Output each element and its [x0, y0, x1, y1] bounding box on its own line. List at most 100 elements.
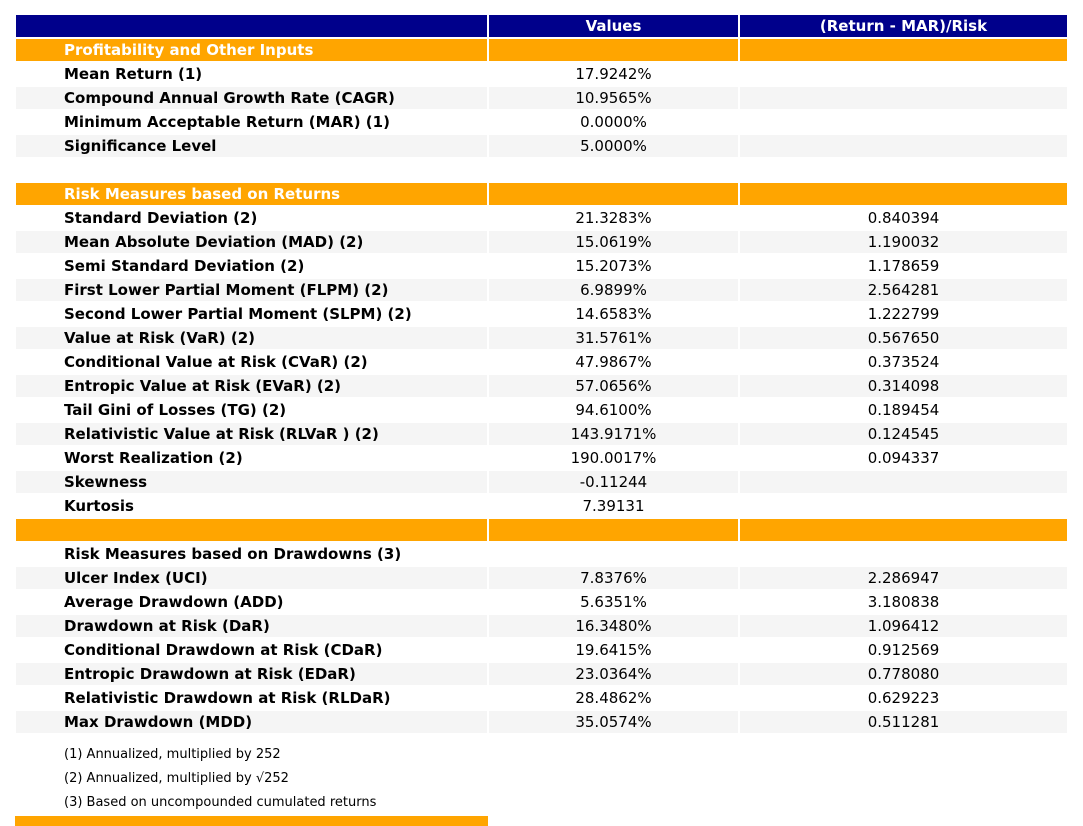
ratio-cell: 0.124545	[739, 422, 1068, 446]
metric-label-cell: Entropic Drawdown at Risk (EDaR)	[15, 662, 488, 686]
value-cell	[488, 158, 739, 182]
value-cell: 7.39131	[488, 494, 739, 518]
table-row: Compound Annual Growth Rate (CAGR) 10.956…	[15, 86, 1068, 110]
ratio-cell	[739, 542, 1068, 566]
value-cell: 10.9565%	[488, 86, 739, 110]
value-cell: 21.3283%	[488, 206, 739, 230]
value-cell: 190.0017%	[488, 446, 739, 470]
table-row: Relativistic Drawdown at Risk (RLDaR) 28.…	[15, 686, 1068, 710]
value-cell	[488, 38, 739, 62]
value-cell: 14.6583%	[488, 302, 739, 326]
table-row: Entropic Drawdown at Risk (EDaR) 23.0364%…	[15, 662, 1068, 686]
ratio-cell	[739, 158, 1068, 182]
table-row: Drawdown at Risk (DaR) 16.3480% 1.096412	[15, 614, 1068, 638]
table-row: Tail Gini of Losses (TG) (2) 94.6100% 0.18…	[15, 398, 1068, 422]
metric-label-cell: Skewness	[15, 470, 488, 494]
blank-spacer-row	[15, 158, 1068, 182]
value-cell: 5.6351%	[488, 590, 739, 614]
value-cell: 17.9242%	[488, 62, 739, 86]
header-cell-values: Values	[488, 14, 739, 38]
header-cell-return-mar-risk: (Return - MAR)/Risk	[739, 14, 1068, 38]
metric-label-cell: Relativistic Value at Risk (RLVaR ) (2)	[15, 422, 488, 446]
ratio-cell	[739, 110, 1068, 134]
metric-label-cell: First Lower Partial Moment (FLPM) (2)	[15, 278, 488, 302]
ratio-cell	[739, 182, 1068, 206]
ratio-cell: 0.912569	[739, 638, 1068, 662]
footnote-1: (1) Annualized, multiplied by 252	[64, 746, 281, 762]
value-cell: 23.0364%	[488, 662, 739, 686]
ratio-cell	[739, 134, 1068, 158]
ratio-cell: 0.840394	[739, 206, 1068, 230]
ratio-cell	[739, 38, 1068, 62]
metric-label-cell: Worst Realization (2)	[15, 446, 488, 470]
value-cell: 19.6415%	[488, 638, 739, 662]
value-cell	[488, 518, 739, 542]
ratio-cell: 0.567650	[739, 326, 1068, 350]
value-cell: 143.9171%	[488, 422, 739, 446]
metric-label-cell: Average Drawdown (ADD)	[15, 590, 488, 614]
table-row: Max Drawdown (MDD) 35.0574% 0.511281	[15, 710, 1068, 734]
table-row: Minimum Acceptable Return (MAR) (1) 0.000…	[15, 110, 1068, 134]
ratio-cell	[739, 494, 1068, 518]
table-row: Relativistic Value at Risk (RLVaR ) (2) 1…	[15, 422, 1068, 446]
metric-label-cell: Ulcer Index (UCI)	[15, 566, 488, 590]
ratio-cell: 0.778080	[739, 662, 1068, 686]
table-row: Significance Level 5.0000%	[15, 134, 1068, 158]
ratio-cell: 1.096412	[739, 614, 1068, 638]
metric-label-cell: Kurtosis	[15, 494, 488, 518]
metric-label-cell: Minimum Acceptable Return (MAR) (1)	[15, 110, 488, 134]
metric-label-cell: Conditional Drawdown at Risk (CDaR)	[15, 638, 488, 662]
table-row: Entropic Value at Risk (EVaR) (2) 57.0656…	[15, 374, 1068, 398]
table-row: Worst Realization (2) 190.0017% 0.094337	[15, 446, 1068, 470]
ratio-cell: 0.629223	[739, 686, 1068, 710]
metric-label-cell: Value at Risk (VaR) (2)	[15, 326, 488, 350]
section-title-row: Risk Measures based on Drawdowns (3)	[15, 542, 1068, 566]
header-cell-metric	[15, 14, 488, 38]
metric-label-cell: Mean Return (1)	[15, 62, 488, 86]
table-row: Skewness -0.11244	[15, 470, 1068, 494]
metric-label-cell: Significance Level	[15, 134, 488, 158]
value-cell: 0.0000%	[488, 110, 739, 134]
value-cell: 47.9867%	[488, 350, 739, 374]
ratio-cell	[739, 518, 1068, 542]
metric-label-cell: Compound Annual Growth Rate (CAGR)	[15, 86, 488, 110]
table-row: Average Drawdown (ADD) 5.6351% 3.180838	[15, 590, 1068, 614]
table-row: First Lower Partial Moment (FLPM) (2) 6.9…	[15, 278, 1068, 302]
value-cell: -0.11244	[488, 470, 739, 494]
table-row: Second Lower Partial Moment (SLPM) (2) 14…	[15, 302, 1068, 326]
ratio-cell: 3.180838	[739, 590, 1068, 614]
value-cell: 94.6100%	[488, 398, 739, 422]
metric-label-cell: Second Lower Partial Moment (SLPM) (2)	[15, 302, 488, 326]
ratio-cell: 1.178659	[739, 254, 1068, 278]
metric-label-cell	[15, 158, 488, 182]
table-row: Standard Deviation (2) 21.3283% 0.840394	[15, 206, 1068, 230]
table-row: Kurtosis 7.39131	[15, 494, 1068, 518]
ratio-cell: 0.511281	[739, 710, 1068, 734]
ratio-cell	[739, 86, 1068, 110]
value-cell: 6.9899%	[488, 278, 739, 302]
ratio-cell: 0.189454	[739, 398, 1068, 422]
metric-label-cell	[15, 518, 488, 542]
table-row: Value at Risk (VaR) (2) 31.5761% 0.567650	[15, 326, 1068, 350]
ratio-cell: 0.373524	[739, 350, 1068, 374]
table-header-row: Values (Return - MAR)/Risk	[15, 14, 1068, 38]
table-row: Ulcer Index (UCI) 7.8376% 2.286947	[15, 566, 1068, 590]
section-title-row: Risk Measures based on Returns	[15, 182, 1068, 206]
ratio-cell: 0.094337	[739, 446, 1068, 470]
metric-label-cell: Risk Measures based on Returns	[15, 182, 488, 206]
ratio-cell: 0.314098	[739, 374, 1068, 398]
table-row: Semi Standard Deviation (2) 15.2073% 1.178…	[15, 254, 1068, 278]
metric-label-cell: Drawdown at Risk (DaR)	[15, 614, 488, 638]
value-cell: 35.0574%	[488, 710, 739, 734]
orange-separator-row	[15, 518, 1068, 542]
metric-label-cell: Risk Measures based on Drawdowns (3)	[15, 542, 488, 566]
risk-metrics-report: Values (Return - MAR)/Risk Profitability…	[15, 14, 1068, 826]
table-row: Conditional Drawdown at Risk (CDaR) 19.64…	[15, 638, 1068, 662]
metric-label-cell: Entropic Value at Risk (EVaR) (2)	[15, 374, 488, 398]
value-cell: 28.4862%	[488, 686, 739, 710]
bottom-orange-bar	[15, 816, 488, 826]
value-cell: 7.8376%	[488, 566, 739, 590]
section-title-row: Profitability and Other Inputs	[15, 38, 1068, 62]
risk-table: Values (Return - MAR)/Risk Profitability…	[15, 14, 1068, 734]
value-cell: 16.3480%	[488, 614, 739, 638]
